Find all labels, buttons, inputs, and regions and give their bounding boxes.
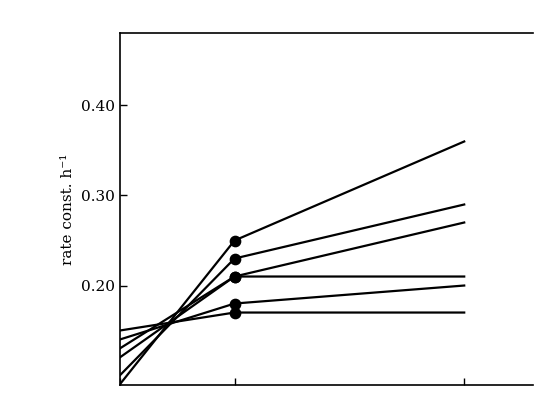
Point: [230, 309, 239, 316]
Y-axis label: rate const. h⁻¹: rate const. h⁻¹: [61, 153, 75, 265]
Point: [230, 273, 239, 280]
Point: [230, 255, 239, 262]
Point: [230, 237, 239, 244]
Point: [230, 300, 239, 307]
Point: [230, 273, 239, 280]
